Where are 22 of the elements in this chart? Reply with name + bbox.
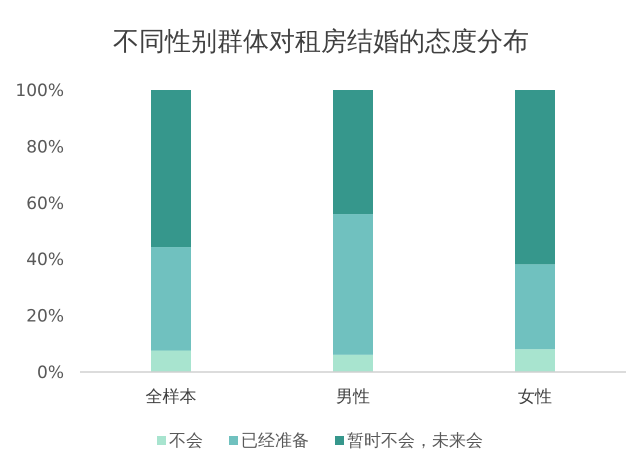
legend-label: 暂时不会，未来会 bbox=[347, 431, 483, 451]
y-tick-label: 20% bbox=[26, 306, 64, 327]
bar bbox=[333, 90, 373, 214]
bar bbox=[515, 349, 555, 372]
bar bbox=[151, 350, 191, 372]
x-tick-label: 男性 bbox=[336, 387, 370, 407]
legend-label: 已经准备 bbox=[241, 431, 309, 451]
chart-title: 不同性别群体对租房结婚的态度分布 bbox=[113, 27, 529, 57]
x-tick-label: 女性 bbox=[518, 387, 552, 407]
bar bbox=[333, 354, 373, 372]
bar bbox=[515, 264, 555, 350]
y-tick-label: 80% bbox=[26, 137, 64, 158]
bar bbox=[151, 90, 191, 248]
y-tick-label: 0% bbox=[37, 363, 64, 383]
y-tick-label: 60% bbox=[26, 194, 64, 214]
legend-label: 不会 bbox=[169, 431, 203, 451]
y-tick-label: 100% bbox=[15, 81, 64, 101]
bar bbox=[515, 90, 555, 264]
y-tick-label: 40% bbox=[26, 250, 64, 270]
bar bbox=[151, 247, 191, 351]
bar bbox=[333, 214, 373, 355]
x-tick-label: 全样本 bbox=[146, 387, 196, 407]
